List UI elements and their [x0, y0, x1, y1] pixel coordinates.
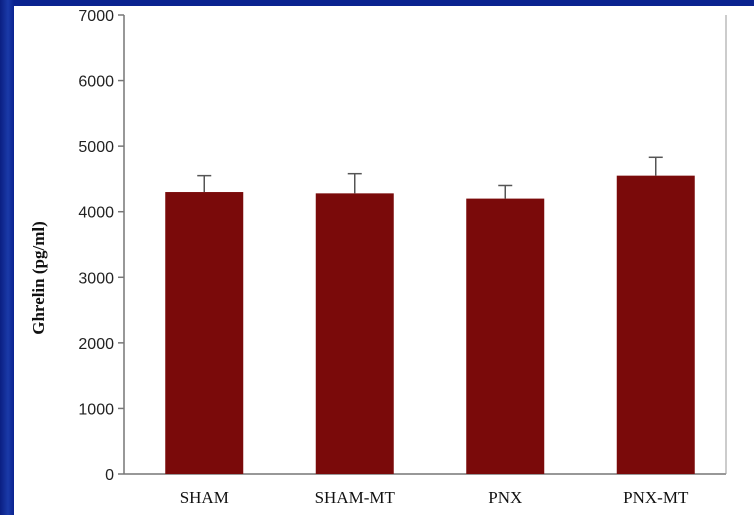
x-category-label: SHAM: [180, 488, 229, 507]
bar: [315, 193, 394, 474]
y-tick-label: 5000: [78, 139, 114, 156]
x-category-label: SHAM-MT: [315, 488, 396, 507]
y-tick-label: 1000: [78, 401, 114, 418]
y-axis-title: Ghrelin (pg/ml): [29, 221, 48, 335]
y-tick-label: 6000: [78, 74, 114, 91]
y-tick-label: 4000: [78, 205, 114, 222]
bar: [466, 198, 545, 474]
x-category-labels: SHAM SHAM-MT PNX PNX-MT: [180, 488, 689, 507]
bars: [165, 156, 695, 475]
x-category-label: PNX-MT: [623, 488, 689, 507]
y-tick-labels: 0 1000 2000 3000 4000 5000 6000 7000: [78, 8, 114, 484]
y-tick-label: 7000: [78, 8, 114, 25]
x-category-label: PNX: [488, 488, 522, 507]
y-tick-label: 2000: [78, 336, 114, 353]
y-tick-label: 3000: [78, 270, 114, 287]
bar: [165, 192, 244, 475]
chart-panel: 0 1000 2000 3000 4000 5000 6000 7000 SHAM SHAM-M…: [14, 6, 754, 515]
bar: [616, 175, 695, 474]
y-tick-label: 0: [105, 467, 114, 484]
ghrelin-bar-chart: 0 1000 2000 3000 4000 5000 6000 7000 SHAM SHAM-M…: [29, 8, 727, 507]
